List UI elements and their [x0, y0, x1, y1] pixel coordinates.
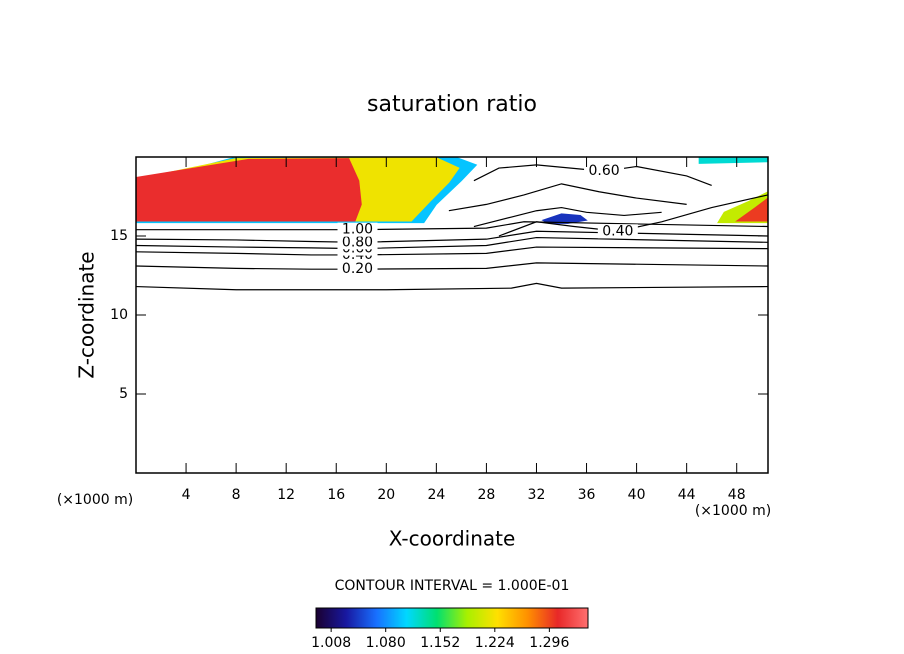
y-tick-label: 5 [119, 386, 128, 402]
x-tick-label: 8 [232, 487, 241, 503]
contour-line [136, 262, 768, 270]
x-axis-unit: (×1000 m) [695, 503, 771, 519]
x-tick-label: 32 [528, 487, 546, 503]
colorbar-tick-label: 1.152 [420, 635, 460, 651]
colorbar-tick-label: 1.008 [311, 635, 351, 651]
contour-interval: CONTOUR INTERVAL = 1.000E-01 [335, 578, 570, 594]
colorbar-tick-label: 1.296 [529, 635, 569, 651]
x-tick-label: 36 [578, 487, 596, 503]
x-tick-label: 44 [678, 487, 696, 503]
x-tick-label: 12 [277, 487, 295, 503]
x-tick-label: 20 [377, 487, 395, 503]
x-tick-label: 40 [628, 487, 646, 503]
x-axis-label: X-coordinate [389, 527, 516, 551]
shaded-region [136, 158, 362, 222]
contour-line [136, 246, 768, 256]
x-tick-label: 48 [728, 487, 746, 503]
contour-label: 0.60 [588, 163, 619, 179]
contour-line [448, 183, 687, 212]
contour-label-bg [337, 235, 378, 250]
y-tick-label: 10 [110, 307, 128, 323]
colorbar [315, 607, 589, 629]
contour-line [473, 206, 662, 228]
contour-label: 1.00 [342, 222, 373, 238]
plot-area: 0.200.400.600.801.000.600.40 [136, 157, 768, 291]
contour-line [136, 282, 768, 291]
x-tick-label: 28 [478, 487, 496, 503]
contour-line [136, 236, 768, 250]
contour-label-bg [584, 164, 625, 179]
contour-label: 0.80 [342, 234, 373, 250]
colorbar-tick-label: 1.224 [475, 635, 515, 651]
contour-label-bg [597, 224, 638, 239]
contour-label: 0.20 [342, 261, 373, 277]
x-tick-label: 16 [327, 487, 345, 503]
contour-label-bg [337, 222, 378, 237]
x-tick-label: 4 [182, 487, 191, 503]
contour-label-bg [337, 262, 378, 277]
chart-title: saturation ratio [367, 92, 537, 117]
y-tick-label: 15 [110, 228, 128, 244]
shaded-region [735, 197, 768, 222]
y-axis-unit: (×1000 m) [57, 492, 133, 508]
x-tick-label: 24 [427, 487, 445, 503]
colorbar-tick-label: 1.080 [366, 635, 406, 651]
contour-label: 0.40 [602, 223, 633, 239]
shaded-region [698, 157, 768, 164]
y-axis-label: Z-coordinate [75, 251, 99, 378]
